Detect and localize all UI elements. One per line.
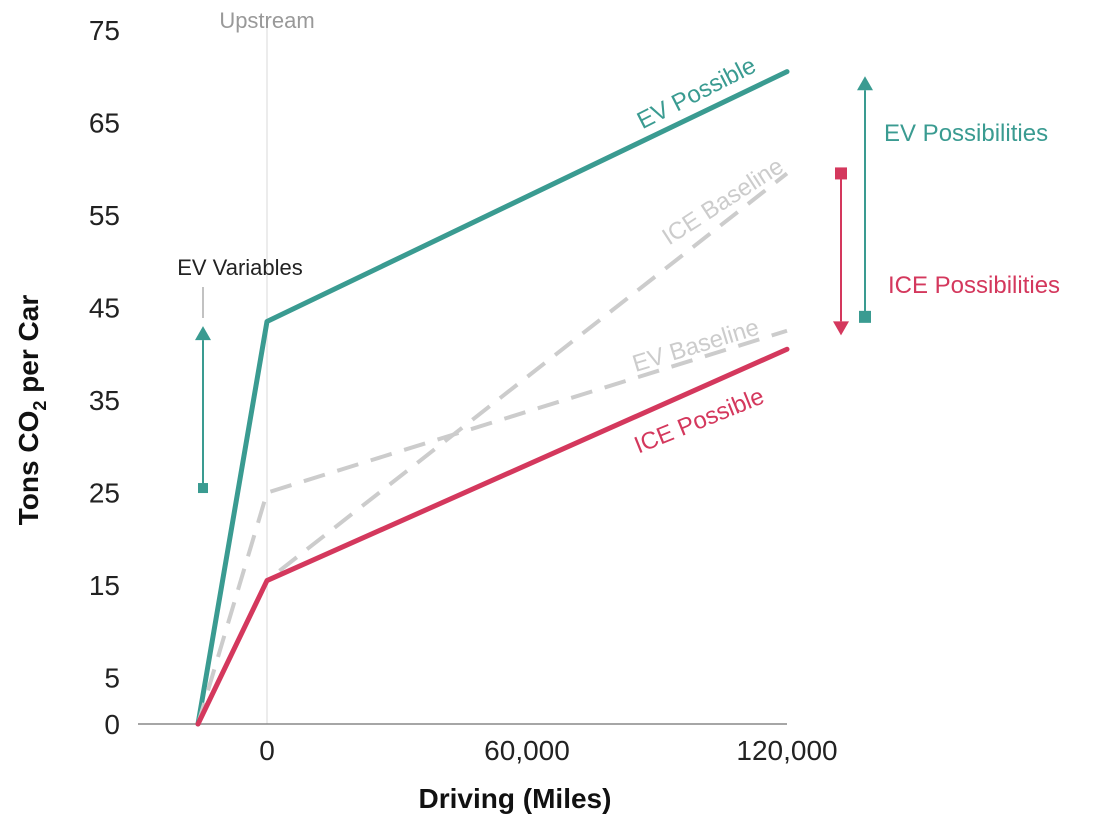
ice-possibilities-marker (835, 167, 847, 180)
y-tick-35: 35 (89, 385, 120, 416)
y-tick-0: 0 (104, 709, 120, 740)
y-tick-75: 75 (89, 15, 120, 46)
x-tick-labels: 0 60,000 120,000 (259, 735, 837, 766)
ev-variables-annotation: EV Variables (177, 255, 303, 494)
x-tick-60000: 60,000 (484, 735, 570, 766)
x-tick-120000: 120,000 (736, 735, 837, 766)
y-tick-45: 45 (89, 293, 120, 324)
y-tick-25: 25 (89, 478, 120, 509)
ev-possibilities-marker (859, 310, 871, 323)
series-label-ice-baseline: ICE Baseline (657, 153, 788, 251)
ice-possibilities-arrowhead (833, 321, 849, 336)
x-axis-label: Driving (Miles) (419, 783, 612, 814)
y-axis-label: Tons CO2 per Car (13, 295, 50, 526)
series-label-ice-possible: ICE Possible (630, 383, 768, 460)
ice-possibilities-annotation: ICE Possibilities (833, 167, 1060, 336)
ev-possibilities-arrowhead (857, 76, 873, 91)
ice-possibilities-label: ICE Possibilities (888, 272, 1060, 299)
ev-possibilities-annotation: EV Possibilities (857, 76, 1048, 323)
series-line-ice-possible (195, 346, 790, 727)
ev-variables-label: EV Variables (177, 255, 303, 280)
y-tick-5: 5 (104, 663, 120, 694)
ev-variables-arrowhead (195, 326, 211, 341)
y-tick-55: 55 (89, 200, 120, 231)
series-line-ev-possible (195, 69, 790, 727)
y-tick-15: 15 (89, 570, 120, 601)
series-line-ev-baseline (196, 328, 788, 725)
y-tick-65: 65 (89, 108, 120, 139)
y-tick-labels: 0 5 15 25 35 45 55 65 75 (89, 15, 120, 740)
series-lines (195, 69, 790, 727)
ev-possibilities-label: EV Possibilities (884, 120, 1048, 147)
upstream-label: Upstream (219, 8, 314, 33)
ev-variables-marker (198, 483, 208, 494)
x-tick-0: 0 (259, 735, 275, 766)
